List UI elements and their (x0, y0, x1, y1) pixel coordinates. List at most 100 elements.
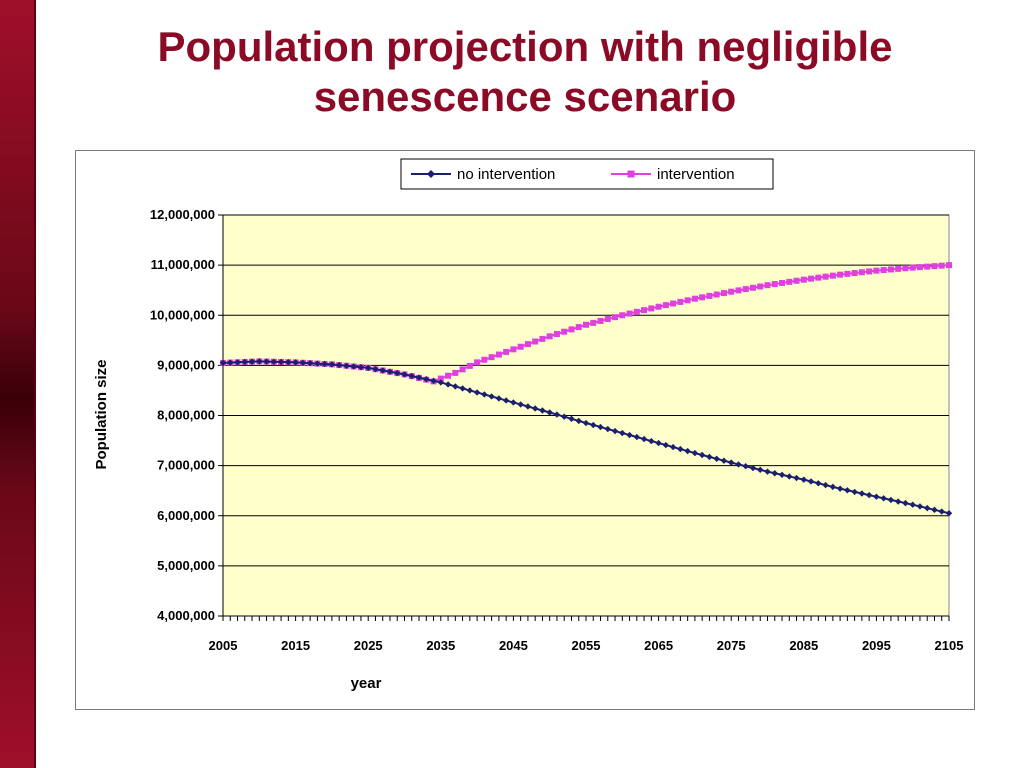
data-point-no-intervention (256, 358, 263, 365)
data-point-no-intervention (706, 453, 713, 461)
data-point-intervention (604, 316, 611, 323)
data-point-no-intervention (640, 435, 648, 443)
data-point-no-intervention (669, 443, 677, 451)
data-point-no-intervention (691, 449, 699, 457)
data-point-no-intervention (604, 425, 611, 433)
data-point-no-intervention (909, 501, 916, 508)
data-point-no-intervention (488, 393, 495, 400)
data-point-no-intervention (285, 358, 292, 366)
data-point-no-intervention (836, 485, 844, 492)
y-tick-label: 11,000,000 (151, 257, 215, 272)
data-point-intervention (539, 335, 546, 342)
data-point-intervention (481, 356, 488, 363)
x-tick-label: 2045 (499, 638, 528, 653)
data-point-no-intervention (822, 481, 829, 489)
data-point-intervention (568, 326, 575, 333)
data-point-no-intervention (357, 363, 365, 371)
data-point-no-intervention (597, 423, 604, 431)
data-point-no-intervention (219, 359, 227, 367)
data-point-no-intervention (561, 413, 568, 420)
data-point-no-intervention (401, 371, 408, 378)
data-point-intervention (858, 269, 865, 276)
data-point-intervention (924, 263, 931, 270)
data-point-no-intervention (720, 457, 728, 464)
data-point-no-intervention (757, 466, 764, 474)
data-point-no-intervention (372, 365, 379, 373)
data-point-intervention (633, 308, 640, 315)
data-point-no-intervention (437, 379, 444, 386)
data-point-no-intervention (619, 429, 626, 437)
data-point-no-intervention (742, 463, 749, 470)
data-point-no-intervention (786, 473, 793, 480)
data-point-intervention (517, 343, 524, 350)
data-point-no-intervention (829, 483, 837, 491)
data-point-no-intervention (590, 421, 597, 429)
data-point-no-intervention (648, 437, 655, 445)
slide-title-line-2: senescence scenario (313, 73, 737, 120)
data-point-no-intervention (495, 395, 503, 402)
data-point-no-intervention (314, 360, 321, 367)
data-point-no-intervention (887, 496, 895, 504)
data-point-no-intervention (328, 361, 336, 368)
data-point-intervention (887, 266, 894, 273)
data-point-no-intervention (735, 461, 742, 468)
data-point-intervention (713, 291, 720, 298)
data-point-no-intervention (568, 415, 575, 423)
line-chart: 4,000,000 5,000,000 6,000,000 7,000,000 8,00… (93, 158, 963, 692)
data-point-intervention (524, 341, 531, 348)
data-point-intervention (895, 265, 902, 272)
slide-title-line-1: Population projection with negligible (157, 23, 893, 70)
data-point-intervention (742, 286, 749, 293)
data-point-intervention (946, 262, 952, 269)
data-point-no-intervention (894, 498, 902, 505)
data-point-intervention (902, 265, 909, 272)
x-tick-label: 2075 (717, 638, 746, 653)
data-point-intervention (757, 283, 764, 290)
data-point-no-intervention (277, 358, 285, 366)
y-tick-label: 8,000,000 (157, 408, 215, 423)
data-point-no-intervention (502, 397, 510, 404)
slide-title: Population projection with negligible se… (60, 22, 990, 122)
data-point-intervention (662, 302, 669, 309)
data-point-intervention (590, 319, 597, 326)
data-point-intervention (800, 276, 807, 283)
data-point-no-intervention (677, 445, 684, 453)
data-point-no-intervention (365, 364, 372, 372)
data-point-intervention (851, 270, 858, 277)
y-tick-label: 5,000,000 (157, 558, 215, 573)
data-point-intervention (466, 362, 473, 369)
data-point-intervention (459, 366, 466, 373)
data-point-intervention (597, 317, 604, 324)
data-point-intervention (728, 288, 735, 295)
y-tick-label: 9,000,000 (157, 357, 215, 372)
data-point-intervention (553, 330, 560, 337)
data-point-no-intervention (865, 491, 873, 499)
data-point-intervention (474, 359, 481, 366)
y-tick-label: 12,000,000 (150, 207, 215, 222)
data-point-no-intervention (248, 358, 256, 365)
legend-marker-intervention (627, 170, 635, 178)
data-point-no-intervention (800, 476, 807, 483)
data-point-intervention (641, 307, 648, 314)
data-point-intervention (938, 262, 945, 269)
data-point-intervention (844, 270, 851, 277)
data-point-no-intervention (938, 508, 945, 515)
y-axis-title: Population size (93, 359, 110, 469)
data-point-intervention (931, 263, 938, 270)
data-point-intervention (691, 295, 698, 302)
slide-side-bar (0, 0, 36, 768)
legend-marker-no-intervention (427, 170, 435, 178)
data-point-no-intervention (292, 359, 299, 366)
data-point-intervention (808, 275, 815, 282)
data-point-no-intervention (815, 480, 822, 487)
data-point-no-intervention (234, 359, 241, 366)
data-point-no-intervention (444, 381, 452, 388)
data-point-intervention (684, 297, 691, 304)
data-point-no-intervention (575, 417, 582, 425)
data-point-intervention (437, 375, 444, 382)
data-point-no-intervention (713, 455, 720, 463)
data-point-intervention (815, 274, 822, 281)
data-point-no-intervention (466, 387, 474, 394)
data-point-intervention (655, 303, 662, 310)
data-point-no-intervention (655, 439, 662, 447)
